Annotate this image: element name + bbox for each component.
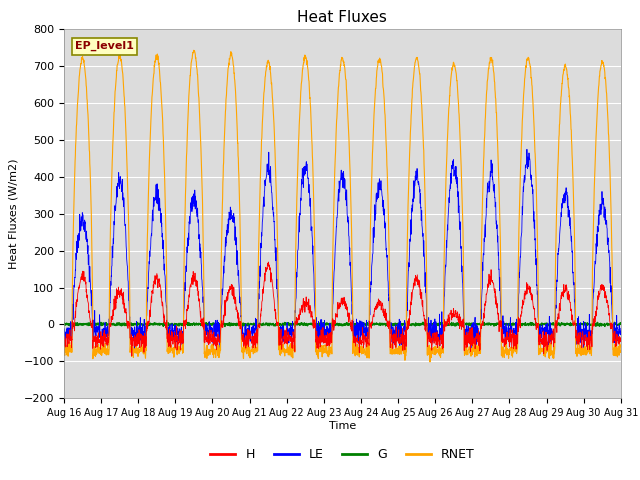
H — [60, 337, 68, 343]
H — [617, 335, 625, 341]
H — [584, 347, 591, 352]
LE — [617, 325, 625, 331]
H — [505, 339, 513, 345]
LE — [523, 146, 531, 152]
H — [128, 353, 136, 359]
H — [568, 312, 576, 318]
LE — [216, 330, 223, 336]
RNET — [60, 347, 68, 353]
LE — [358, 329, 366, 335]
Text: EP_level1: EP_level1 — [75, 41, 134, 51]
RNET — [216, 350, 223, 356]
G — [347, 324, 355, 330]
Line: LE: LE — [64, 149, 621, 350]
G — [617, 321, 625, 326]
LE — [467, 347, 475, 353]
H — [216, 338, 223, 344]
Line: G: G — [64, 322, 621, 327]
G — [371, 321, 379, 327]
LE — [568, 249, 576, 255]
G — [133, 319, 141, 325]
LE — [504, 321, 512, 326]
Title: Heat Fluxes: Heat Fluxes — [298, 10, 387, 25]
RNET — [190, 48, 198, 53]
H — [359, 336, 367, 342]
Y-axis label: Heat Fluxes (W/m2): Heat Fluxes (W/m2) — [8, 158, 18, 269]
H — [265, 259, 273, 265]
RNET — [359, 349, 367, 355]
LE — [584, 328, 591, 334]
G — [216, 321, 223, 327]
RNET — [505, 355, 513, 361]
G — [584, 323, 591, 328]
RNET — [371, 100, 379, 106]
Line: H: H — [64, 262, 621, 356]
G — [568, 322, 576, 328]
RNET — [568, 152, 576, 157]
LE — [60, 345, 68, 350]
Line: RNET: RNET — [64, 50, 621, 362]
X-axis label: Time: Time — [329, 421, 356, 431]
RNET — [584, 342, 591, 348]
G — [359, 322, 367, 327]
LE — [371, 216, 378, 222]
RNET — [617, 349, 625, 355]
RNET — [426, 359, 434, 365]
G — [60, 322, 68, 327]
H — [371, 306, 379, 312]
Legend: H, LE, G, RNET: H, LE, G, RNET — [205, 443, 479, 466]
G — [505, 322, 513, 328]
